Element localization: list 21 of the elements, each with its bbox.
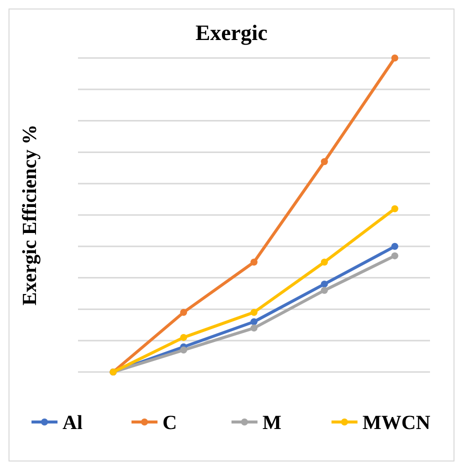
point [180, 308, 188, 316]
point [391, 205, 398, 212]
point [391, 54, 398, 62]
legend-label: Al [62, 412, 83, 434]
point [250, 324, 258, 332]
point [320, 286, 328, 294]
point [180, 334, 188, 341]
point [250, 318, 258, 326]
point [250, 308, 258, 316]
chart-title: Exergic [195, 20, 268, 45]
legend-label: MWCN [362, 412, 431, 434]
point [320, 280, 328, 288]
y-axis-title: Exergic Efficiency % [19, 124, 41, 306]
point [180, 346, 188, 354]
point [320, 258, 328, 266]
legend-label: C [162, 412, 177, 434]
point [391, 252, 398, 260]
point [250, 258, 258, 266]
point [320, 158, 328, 166]
legend-label: M [262, 412, 282, 434]
point [391, 242, 398, 250]
